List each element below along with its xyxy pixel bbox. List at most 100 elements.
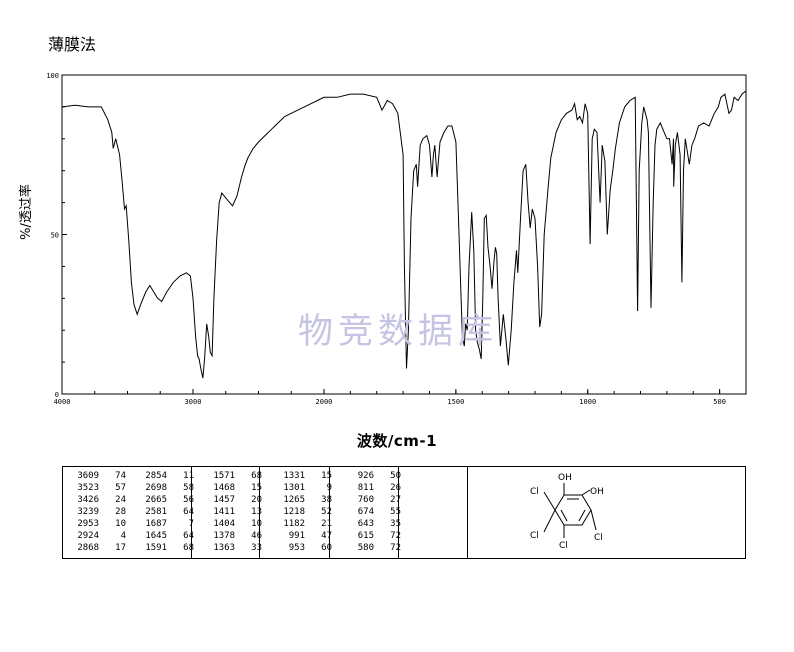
peak-row: 1301 9 [275,482,332,494]
peak-transmittance: 11 [183,471,194,481]
peak-transmittance: 50 [390,471,401,481]
y-tick-label: 0 [55,391,59,399]
peak-row: 2581 64 [137,506,194,518]
peak-transmittance: 33 [251,543,262,553]
molecule-structure: OH OH Cl Cl Cl Cl [530,473,604,551]
peak-transmittance: 26 [390,483,401,493]
peak-row: 2868 17 [69,542,126,554]
y-tick-label: 100 [46,72,59,80]
peak-transmittance: 7 [188,519,194,529]
peak-wavenumber: 2665 [145,495,167,505]
peak-wavenumber: 580 [357,543,374,553]
peak-wavenumber: 3239 [77,507,99,517]
peak-row: 1182 21 [275,518,332,530]
peak-row: 1591 68 [137,542,194,554]
peak-column: 3609 74 3523 57 3426 24 3239 28 2953 10 2924 4 2868 1… [69,470,126,554]
peak-row: 953 60 [275,542,332,554]
peak-wavenumber: 1457 [213,495,235,505]
peak-row: 580 72 [344,542,401,554]
peak-row: 760 27 [344,494,401,506]
peak-row: 1218 52 [275,506,332,518]
peak-wavenumber: 2953 [77,519,99,529]
peak-wavenumber: 2924 [77,531,99,541]
peak-wavenumber: 3609 [77,471,99,481]
peak-row: 3426 24 [69,494,126,506]
peak-row: 1363 33 [205,542,262,554]
peak-wavenumber: 811 [357,483,374,493]
peak-column: 1571 68 1468 15 1457 20 1411 13 1404 10 1378 46 1363… [205,470,262,554]
x-tick-label: 2000 [316,398,333,406]
peak-transmittance: 17 [115,543,126,553]
peak-wavenumber: 1378 [213,531,235,541]
peak-wavenumber: 1182 [283,519,305,529]
peak-row: 3523 57 [69,482,126,494]
peak-wavenumber: 991 [288,531,305,541]
cl-upper-left-label: Cl [530,487,539,497]
peak-row: 674 55 [344,506,401,518]
peak-row: 1265 38 [275,494,332,506]
peak-row: 1571 68 [205,470,262,482]
peak-wavenumber: 3523 [77,483,99,493]
peak-wavenumber: 1265 [283,495,305,505]
peak-wavenumber: 1411 [213,507,235,517]
peak-wavenumber: 643 [357,519,374,529]
peak-row: 1645 64 [137,530,194,542]
peak-wavenumber: 2854 [145,471,167,481]
peak-transmittance: 21 [321,519,332,529]
oh-right-label: OH [590,487,604,497]
peak-transmittance: 56 [183,495,194,505]
x-tick-label: 500 [713,398,726,406]
peak-transmittance: 72 [390,543,401,553]
peak-column: 1331 15 1301 9 1265 38 1218 52 1182 21 991 47 953 60 [275,470,332,554]
cl-lower-right-label: Cl [594,533,603,543]
y-tick-label: 50 [51,232,59,240]
peak-transmittance: 24 [115,495,126,505]
peak-wavenumber: 615 [357,531,374,541]
peak-wavenumber: 2868 [77,543,99,553]
peak-column: 926 50 811 26 760 27 674 55 643 35 615 72 580 72 [344,470,401,554]
peak-wavenumber: 2581 [145,507,167,517]
peak-transmittance: 27 [390,495,401,505]
peak-transmittance: 15 [251,483,262,493]
peak-row: 3239 28 [69,506,126,518]
peak-column: 2854 11 2698 58 2665 56 2581 64 1687 7 1645 64 1591 6… [137,470,194,554]
peak-wavenumber: 1331 [283,471,305,481]
y-axis-label: %/透过率 [18,184,34,240]
peak-wavenumber: 1591 [145,543,167,553]
peak-wavenumber: 1571 [213,471,235,481]
peak-transmittance: 9 [326,483,332,493]
peak-row: 1468 15 [205,482,262,494]
peak-transmittance: 47 [321,531,332,541]
peak-row: 3609 74 [69,470,126,482]
peak-row: 2953 10 [69,518,126,530]
spectrum-line [61,90,747,379]
peak-transmittance: 64 [183,531,194,541]
peak-row: 2665 56 [137,494,194,506]
peak-transmittance: 15 [321,471,332,481]
method-label: 薄膜法 [48,35,97,54]
peak-row: 1687 7 [137,518,194,530]
peak-row: 1378 46 [205,530,262,542]
peak-row: 1457 20 [205,494,262,506]
peak-wavenumber: 760 [357,495,374,505]
x-tick-label: 1500 [447,398,464,406]
peak-row: 2698 58 [137,482,194,494]
peak-table: 3609 74 3523 57 3426 24 3239 28 2953 10 2924 4 2868 1… [62,466,746,559]
peak-transmittance: 20 [251,495,262,505]
oh-top-label: OH [558,473,572,483]
peak-wavenumber: 1363 [213,543,235,553]
peak-transmittance: 46 [251,531,262,541]
peak-wavenumber: 1687 [145,519,167,529]
peak-row: 1411 13 [205,506,262,518]
peak-transmittance: 55 [390,507,401,517]
peak-transmittance: 64 [183,507,194,517]
peak-row: 2854 11 [137,470,194,482]
peak-transmittance: 35 [390,519,401,529]
watermark: 物竞数据库 [298,312,499,352]
peak-transmittance: 10 [251,519,262,529]
cl-bottom-label: Cl [559,541,568,551]
peak-transmittance: 52 [321,507,332,517]
x-axis-ticks: 4000 3000 2000 1500 1000 500 [54,389,726,406]
peak-row: 926 50 [344,470,401,482]
cl-lower-left-label: Cl [530,531,539,541]
